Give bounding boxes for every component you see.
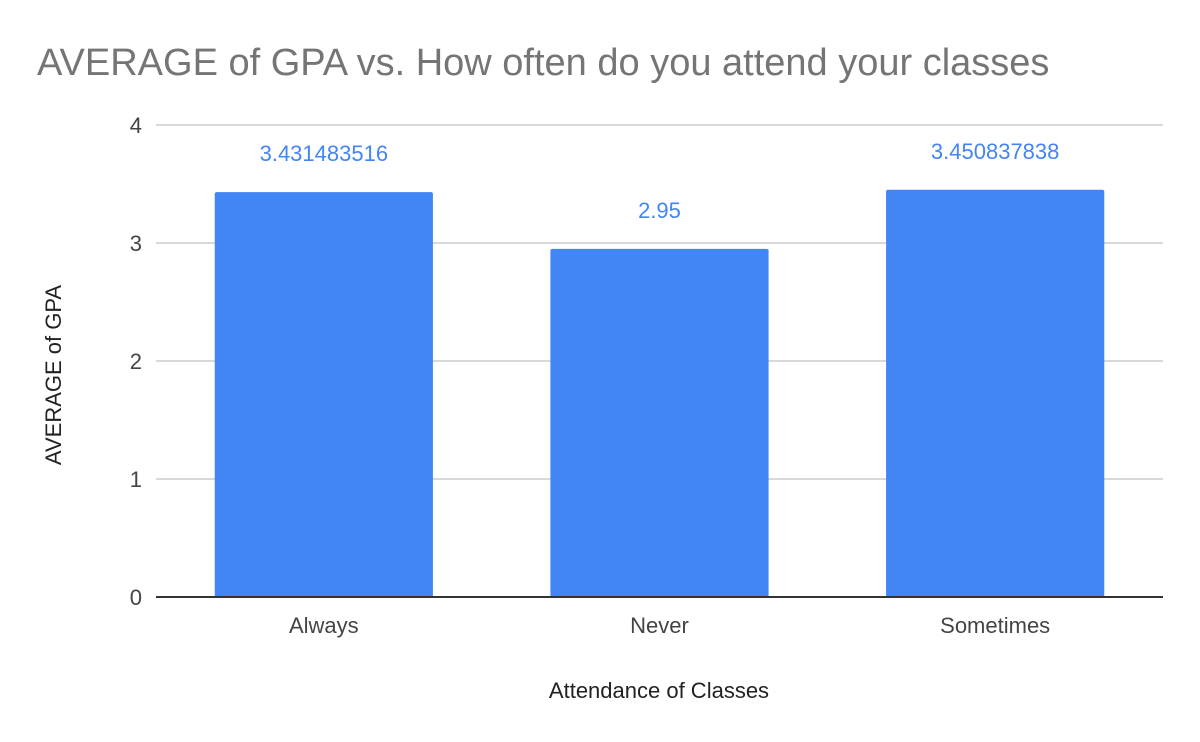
- y-tick-label: 3: [130, 231, 142, 256]
- x-axis-title: Attendance of Classes: [549, 678, 769, 703]
- y-tick-label: 2: [130, 349, 142, 374]
- y-axis-ticks: 0 1 2 3 4: [130, 113, 142, 610]
- chart-title: AVERAGE of GPA vs. How often do you atte…: [37, 42, 1049, 84]
- bar: [550, 248, 769, 597]
- bars: [214, 189, 1105, 597]
- y-axis-title: AVERAGE of GPA: [41, 285, 66, 465]
- bar-value-label: 3.450837838: [931, 139, 1059, 164]
- bar: [886, 189, 1105, 597]
- y-tick-label: 1: [130, 467, 142, 492]
- bar-value-label: 2.95: [638, 198, 681, 223]
- bar-value-label: 3.431483516: [260, 141, 388, 166]
- y-tick-label: 4: [130, 113, 142, 138]
- x-tick-label: Never: [630, 613, 689, 638]
- x-tick-label: Always: [289, 613, 359, 638]
- bar: [214, 192, 433, 597]
- x-tick-label: Sometimes: [940, 613, 1050, 638]
- x-axis-ticks: Always Never Sometimes: [289, 613, 1050, 638]
- y-tick-label: 0: [130, 585, 142, 610]
- data-labels: 3.431483516 2.95 3.450837838: [260, 139, 1060, 223]
